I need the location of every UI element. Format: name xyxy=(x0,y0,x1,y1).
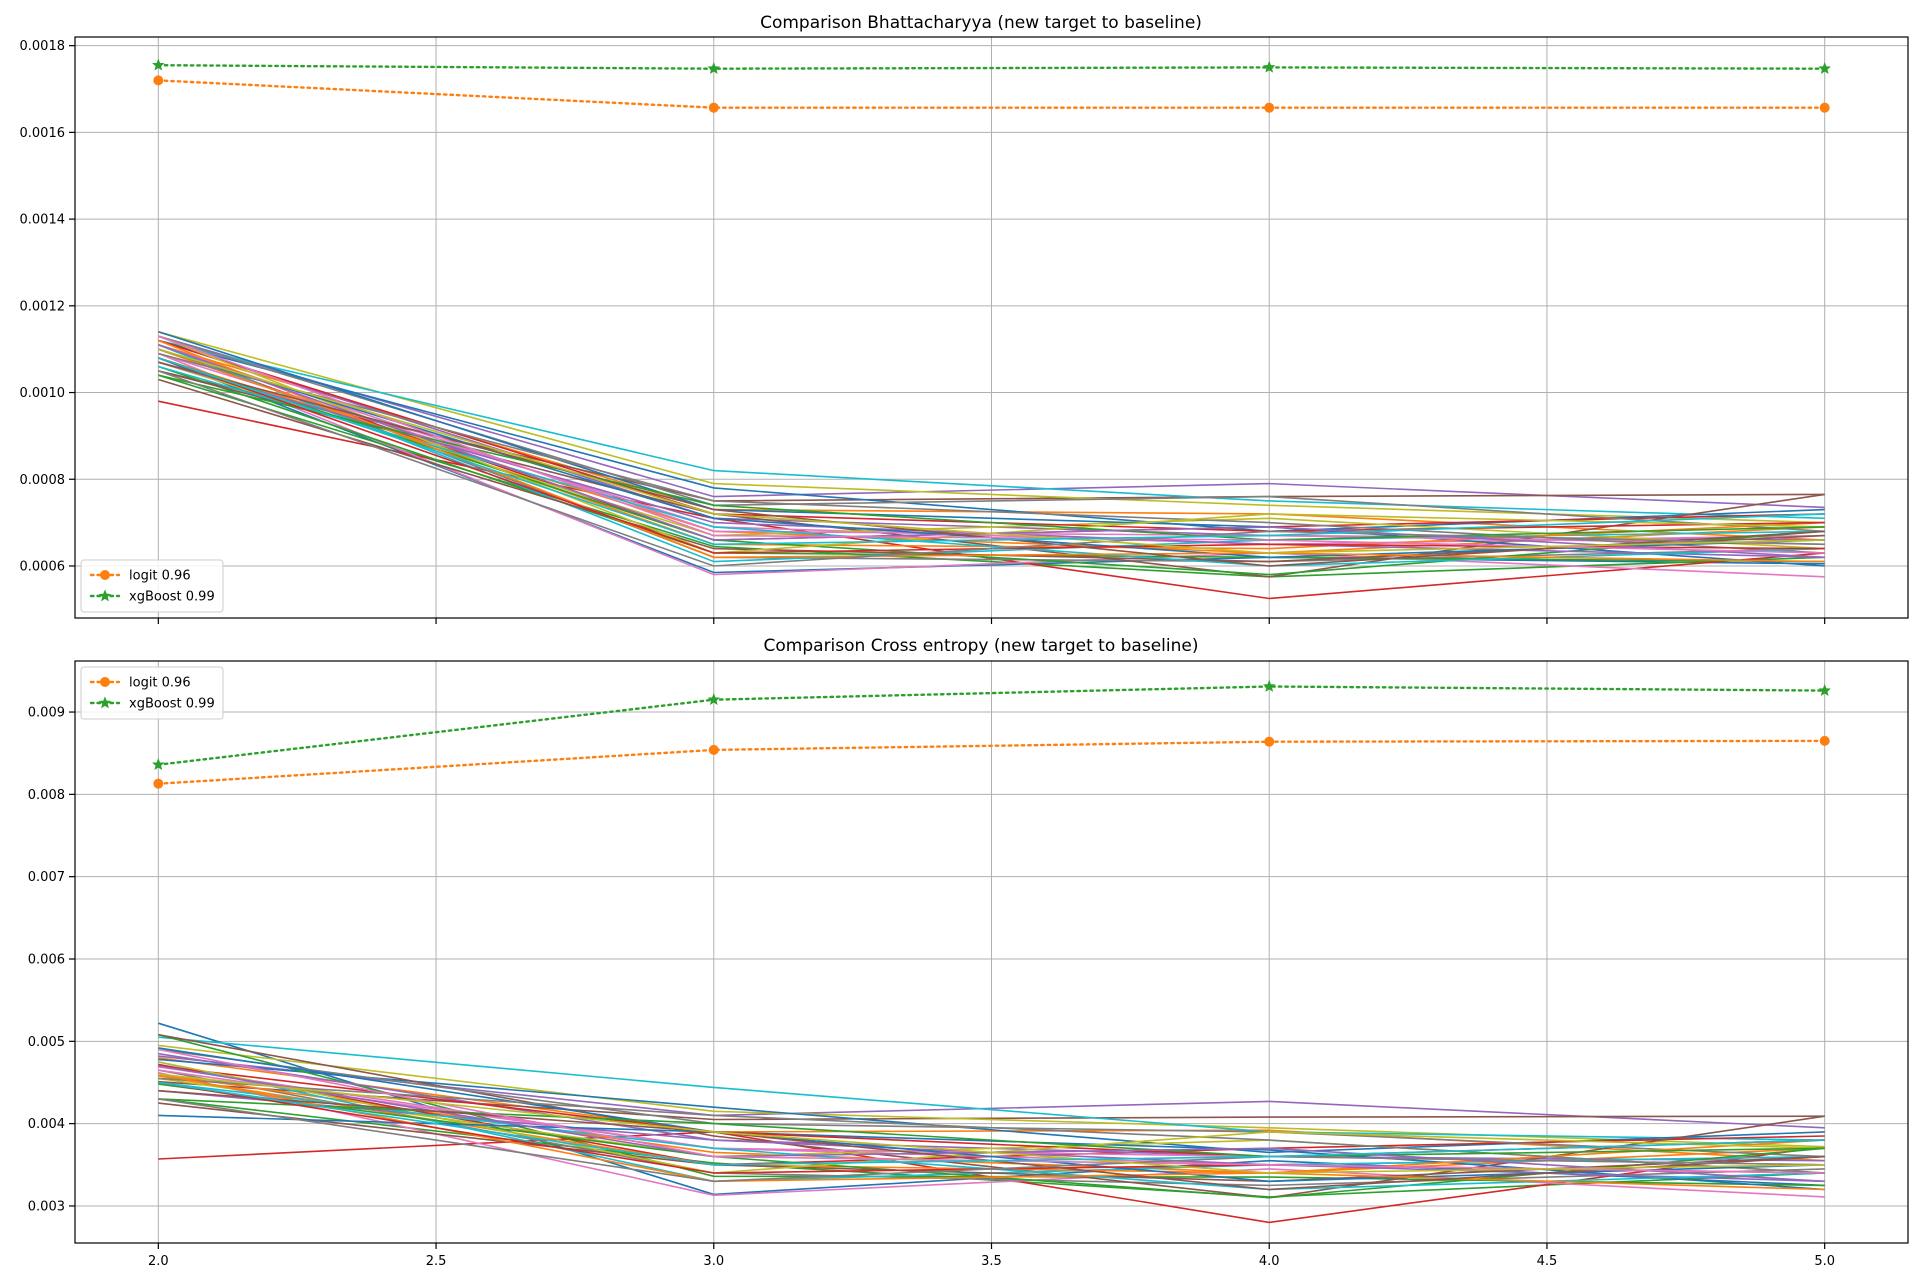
series-line xyxy=(158,374,1825,541)
series-line xyxy=(157,685,1826,766)
series-line xyxy=(158,1073,1825,1174)
y-tick-label: 0.0006 xyxy=(20,559,66,574)
data-point xyxy=(1262,60,1276,73)
highlighted-series xyxy=(152,679,1831,789)
x-tick-label: 2.5 xyxy=(426,1254,447,1269)
y-tick-label: 0.0014 xyxy=(20,213,66,228)
y-tick-label: 0.0010 xyxy=(20,386,66,401)
axis-ticks: 2.0 2.5 3.0 3.5 4.0 4.5 5.0 0.003 0.004 0.005 0.00… xyxy=(28,706,1835,1269)
series-line xyxy=(158,348,1825,554)
data-point xyxy=(1818,684,1831,696)
series-line xyxy=(158,1098,1825,1183)
data-point xyxy=(708,744,719,755)
series-line xyxy=(157,739,1826,785)
bhattacharyya-subplot: Comparison Bhattacharyya (new target to … xyxy=(20,13,1909,624)
series-line xyxy=(158,1044,1825,1148)
y-tick-label: 0.005 xyxy=(28,1035,65,1050)
x-tick-label: 4.0 xyxy=(1259,1254,1280,1269)
legend-label: logit 0.96 xyxy=(129,569,191,584)
y-tick-label: 0.0018 xyxy=(20,39,66,54)
x-tick-label: 4.5 xyxy=(1537,1254,1558,1269)
series-line xyxy=(158,374,1825,578)
y-tick-label: 0.008 xyxy=(28,788,65,803)
data-point xyxy=(708,102,719,113)
data-point xyxy=(1264,736,1275,747)
data-point xyxy=(1818,62,1831,74)
legend-box xyxy=(80,559,224,613)
series-line xyxy=(158,370,1825,567)
data-point xyxy=(153,778,164,789)
series-line xyxy=(158,339,1825,563)
series-line xyxy=(158,1081,1825,1166)
legend-marker xyxy=(98,589,112,602)
legend: logit 0.96 xgBoost 0.99 xyxy=(80,559,224,613)
legend-label: logit 0.96 xyxy=(129,676,191,691)
data-point xyxy=(1819,735,1830,746)
x-tick-label: 3.0 xyxy=(703,1254,724,1269)
legend-marker xyxy=(98,696,112,709)
legend-label: xgBoost 0.99 xyxy=(129,697,215,712)
series-line xyxy=(157,79,1826,109)
y-tick-label: 0.0012 xyxy=(20,299,66,314)
highlighted-series xyxy=(152,58,1831,113)
series-line xyxy=(158,357,1825,546)
legend-marker xyxy=(100,570,110,580)
series-line xyxy=(158,1080,1825,1121)
series-line xyxy=(158,357,1825,574)
background-series-lines xyxy=(158,331,1825,600)
legend-marker xyxy=(100,677,110,687)
data-point xyxy=(153,75,164,86)
background-series-lines xyxy=(158,1022,1825,1224)
series-line xyxy=(158,1057,1825,1162)
y-tick-label: 0.0008 xyxy=(20,473,66,488)
axis-ticks: 0.0006 0.0008 0.0010 0.0012 0.0014 0.0016 0.00… xyxy=(20,39,1826,624)
cross-entropy-subplot: Comparison Cross entropy (new target to … xyxy=(28,636,1909,1269)
data-point xyxy=(707,693,721,706)
data-point xyxy=(707,62,721,74)
x-tick-label: 2.0 xyxy=(148,1254,169,1269)
data-point xyxy=(1819,102,1830,113)
y-tick-label: 0.004 xyxy=(28,1117,65,1132)
x-tick-label: 5.0 xyxy=(1814,1254,1835,1269)
legend-box xyxy=(80,666,224,720)
data-point xyxy=(1262,679,1276,692)
series-line xyxy=(158,339,1825,520)
data-point xyxy=(152,58,165,71)
y-tick-label: 0.007 xyxy=(28,870,65,885)
series-line xyxy=(158,1036,1825,1141)
legend-label: xgBoost 0.99 xyxy=(129,590,215,605)
chart-title: Comparison Bhattacharyya (new target to … xyxy=(760,13,1202,33)
series-line xyxy=(158,1077,1825,1174)
y-tick-label: 0.003 xyxy=(28,1199,65,1214)
y-tick-label: 0.006 xyxy=(28,952,65,967)
series-line xyxy=(157,63,1826,70)
legend: logit 0.96 xgBoost 0.99 xyxy=(80,666,224,720)
y-tick-label: 0.0016 xyxy=(20,126,66,141)
data-point xyxy=(152,758,165,771)
x-tick-label: 3.5 xyxy=(981,1254,1002,1269)
y-tick-label: 0.009 xyxy=(28,706,65,721)
chart-title: Comparison Cross entropy (new target to … xyxy=(764,636,1199,656)
data-point xyxy=(1264,102,1275,113)
